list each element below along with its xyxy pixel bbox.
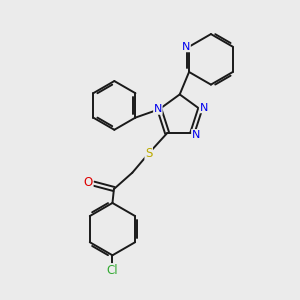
Text: S: S bbox=[145, 147, 152, 160]
Text: O: O bbox=[84, 176, 93, 189]
Text: Cl: Cl bbox=[106, 264, 118, 277]
Text: N: N bbox=[154, 104, 162, 114]
Text: N: N bbox=[182, 42, 190, 52]
Text: N: N bbox=[200, 103, 208, 113]
Text: N: N bbox=[192, 130, 200, 140]
